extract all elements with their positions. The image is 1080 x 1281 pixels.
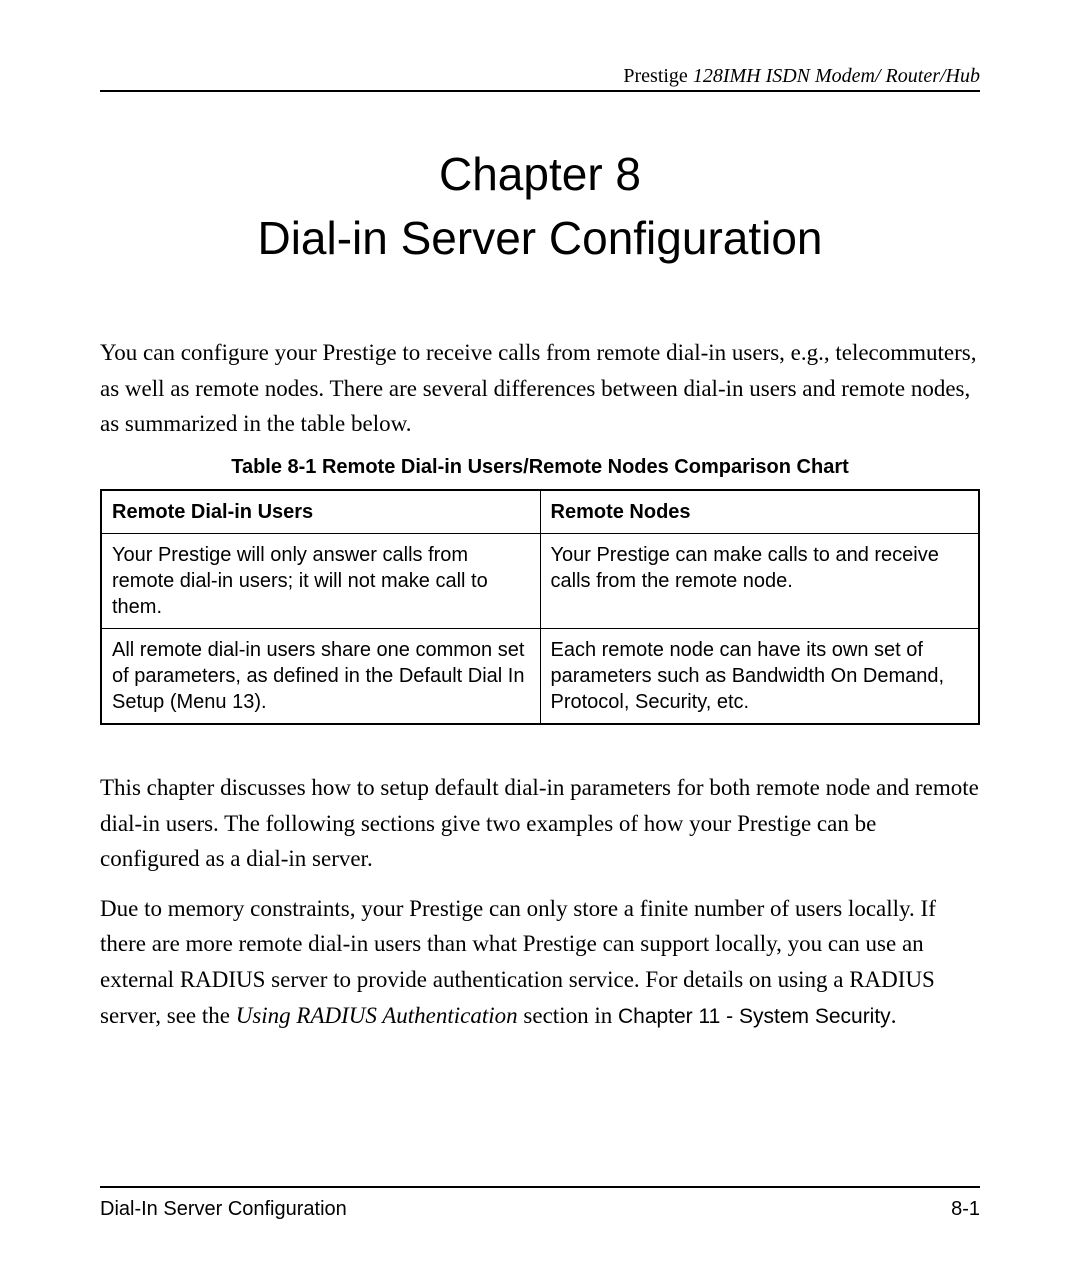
comparison-table: Remote Dial-in Users Remote Nodes Your P… <box>100 489 980 725</box>
chapter-title: Dial-in Server Configuration <box>100 211 980 265</box>
page-footer: Dial-In Server Configuration 8-1 <box>100 1186 980 1221</box>
table-header-left: Remote Dial-in Users <box>101 490 540 534</box>
body-paragraph: This chapter discusses how to setup defa… <box>100 770 980 877</box>
footer-title: Dial-In Server Configuration <box>100 1198 347 1221</box>
table-cell: All remote dial-in users share one commo… <box>101 628 540 724</box>
header-model: 128IMH ISDN Modem/ Router/Hub <box>693 65 980 87</box>
header-brand: Prestige <box>623 65 692 87</box>
table-row: All remote dial-in users share one commo… <box>101 628 979 724</box>
table-caption: Table 8-1 Remote Dial-in Users/Remote No… <box>100 456 980 479</box>
header-rule: Prestige 128IMH ISDN Modem/ Router/Hub <box>100 65 980 92</box>
table-cell: Your Prestige can make calls to and rece… <box>540 533 979 628</box>
intro-paragraph: You can configure your Prestige to recei… <box>100 335 980 442</box>
footer-page-number: 8-1 <box>951 1198 980 1221</box>
italic-text: Using RADIUS Authentication <box>236 1003 518 1028</box>
table-cell: Each remote node can have its own set of… <box>540 628 979 724</box>
table-row: Your Prestige will only answer calls fro… <box>101 533 979 628</box>
table-cell: Your Prestige will only answer calls fro… <box>101 533 540 628</box>
text-run: . <box>891 1003 897 1028</box>
chapter-heading: Chapter 8 Dial-in Server Configuration <box>100 147 980 265</box>
table-header-row: Remote Dial-in Users Remote Nodes <box>101 490 979 534</box>
running-header: Prestige 128IMH ISDN Modem/ Router/Hub <box>100 65 980 88</box>
table-header-right: Remote Nodes <box>540 490 979 534</box>
body-paragraph-radius: Due to memory constraints, your Prestige… <box>100 891 980 1034</box>
chapter-number: Chapter 8 <box>100 147 980 201</box>
text-run: section in <box>518 1003 618 1028</box>
cross-reference: Chapter 11 - System Security <box>618 1005 891 1028</box>
